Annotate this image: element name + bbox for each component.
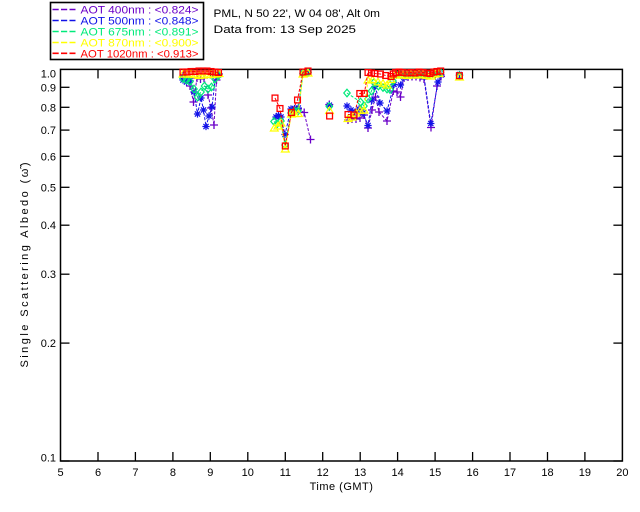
svg-text:Data from: 13 Sep 2025: Data from: 13 Sep 2025 (214, 24, 357, 36)
svg-text:0.8: 0.8 (41, 102, 56, 114)
svg-text:AOT 1020nm : <0.913>: AOT 1020nm : <0.913> (81, 48, 199, 60)
svg-text:0.7: 0.7 (41, 125, 56, 137)
svg-text:1.0: 1.0 (41, 68, 56, 80)
svg-text:6: 6 (95, 467, 101, 479)
svg-text:7: 7 (132, 467, 138, 479)
svg-text:16: 16 (466, 467, 478, 479)
svg-text:17: 17 (504, 467, 516, 479)
svg-text:PML, N 50 22', W 04 08', Alt 0: PML, N 50 22', W 04 08', Alt 0m (214, 8, 381, 20)
svg-text:AOT 400nm : <0.824>: AOT 400nm : <0.824> (81, 5, 199, 17)
svg-text:15: 15 (429, 467, 441, 479)
svg-text:14: 14 (391, 467, 403, 479)
svg-text:AOT 500nm : <0.848>: AOT 500nm : <0.848> (81, 16, 199, 28)
svg-text:20: 20 (616, 467, 628, 479)
svg-text:11: 11 (280, 467, 291, 479)
svg-text:18: 18 (541, 467, 553, 479)
svg-text:5: 5 (57, 467, 63, 479)
svg-text:0.1: 0.1 (41, 453, 56, 465)
svg-text:19: 19 (579, 467, 591, 479)
svg-text:AOT 675nm : <0.891>: AOT 675nm : <0.891> (81, 27, 199, 39)
svg-text:8: 8 (170, 467, 176, 479)
svg-text:12: 12 (317, 467, 329, 479)
svg-text:9: 9 (207, 467, 213, 479)
svg-text:13: 13 (354, 467, 366, 479)
svg-text:Time (GMT): Time (GMT) (310, 481, 374, 493)
svg-text:0.3: 0.3 (41, 269, 56, 281)
svg-text:0.2: 0.2 (41, 338, 56, 350)
svg-text:AOT 870nm : <0.900>: AOT 870nm : <0.900> (81, 38, 199, 50)
svg-text:0.4: 0.4 (41, 220, 56, 232)
svg-text:0.9: 0.9 (41, 82, 56, 94)
svg-text:0.6: 0.6 (41, 151, 56, 163)
svg-text:Single Scattering Albedo (ω̃): Single Scattering Albedo (ω̃) (19, 163, 31, 368)
svg-text:10: 10 (242, 467, 254, 479)
svg-text:0.5: 0.5 (41, 182, 56, 194)
